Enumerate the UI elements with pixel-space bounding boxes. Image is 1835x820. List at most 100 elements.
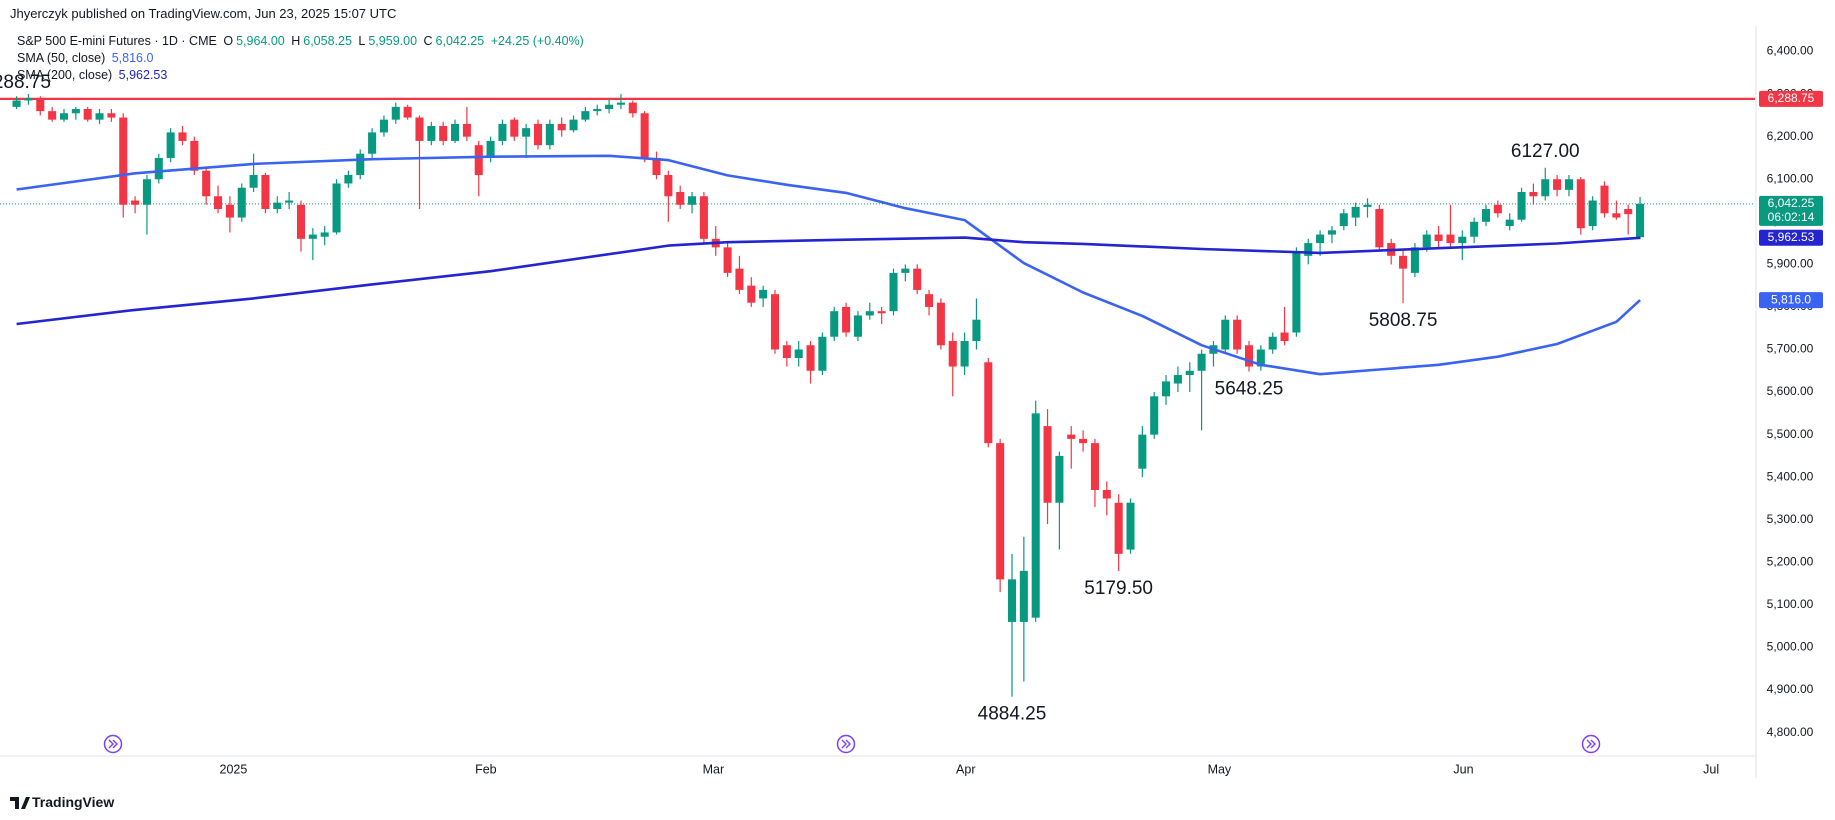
candle-body	[735, 268, 744, 290]
candle-body	[1446, 234, 1455, 244]
plot-area: 6288.75 6127.00 5808.75 5648.25 5179.50 4884.…	[0, 72, 1755, 725]
candle-body	[462, 123, 471, 137]
candle-body	[261, 174, 270, 210]
candle-body	[522, 128, 531, 137]
candle-body	[486, 140, 495, 158]
candle-body	[214, 196, 223, 210]
candle-body	[59, 113, 69, 120]
candle-body	[688, 196, 697, 205]
legend-ohlc: S&P 500 E-mini Futures · 1D · CME O 5,964…	[17, 34, 587, 48]
candle-body	[1268, 336, 1277, 350]
candle-body	[131, 200, 140, 205]
candle-body	[296, 204, 306, 239]
candle-body	[818, 336, 827, 371]
candle-body	[1529, 192, 1538, 197]
candle-body	[166, 132, 175, 158]
candle-body	[1576, 179, 1585, 229]
legend-name: SMA (50, close)	[17, 51, 106, 65]
y-tick-label: 4,800.00	[1767, 725, 1814, 739]
candle-body	[474, 145, 483, 175]
candle-body	[948, 340, 957, 367]
y-tick-label: 5,900.00	[1767, 257, 1814, 271]
candle-body	[747, 285, 756, 303]
candle-body	[237, 187, 246, 218]
candle-body	[178, 132, 187, 141]
candle-body	[699, 196, 708, 239]
candle-body	[368, 132, 377, 154]
candle-body	[379, 119, 388, 133]
x-tick-label: Feb	[475, 762, 497, 776]
candle-body	[1481, 209, 1491, 222]
candle-body	[1138, 434, 1147, 469]
x-tick-label: Jun	[1453, 762, 1473, 776]
candle-body	[119, 117, 128, 205]
candle-body	[865, 311, 874, 316]
legend-sma200: SMA (200, close) 5,962.53	[17, 68, 170, 82]
replay-icon[interactable]	[103, 734, 123, 754]
price-tag	[1759, 90, 1823, 107]
sma-line	[16, 236, 1641, 326]
candle-body	[1280, 332, 1289, 341]
candle-body	[925, 294, 934, 307]
candle-body	[830, 311, 839, 337]
candle-body	[770, 294, 780, 350]
candle-body	[1150, 396, 1159, 435]
candle-body	[439, 126, 448, 141]
candle-body	[285, 200, 294, 203]
price-annotation: 6288.75	[0, 72, 51, 93]
candle-body	[225, 204, 234, 218]
brand-logo	[10, 797, 30, 809]
candle-body	[142, 179, 151, 205]
candle-body	[664, 174, 673, 197]
candle-body	[95, 113, 104, 120]
candle-body	[1363, 204, 1372, 207]
y-tick-label: 5,600.00	[1767, 384, 1814, 398]
x-tick-label: Mar	[703, 762, 725, 776]
candle-body	[616, 102, 625, 105]
candle-body	[1564, 179, 1573, 190]
candle-body	[1304, 243, 1313, 256]
candle-body	[403, 106, 412, 118]
ohlc-key: L	[358, 34, 366, 48]
ohlc-value: 5,959.00	[368, 34, 418, 48]
candle-body	[48, 111, 57, 120]
candle-body	[1079, 438, 1088, 444]
candle-body	[1327, 230, 1336, 235]
candle-body	[1126, 502, 1135, 550]
candle-body	[1410, 247, 1419, 273]
candle-body	[1090, 443, 1099, 490]
candle-body	[1422, 234, 1431, 248]
candle-body	[842, 306, 851, 333]
price-annotation: 5808.75	[1369, 310, 1438, 331]
candle-body	[676, 192, 685, 205]
candle-body	[510, 119, 519, 137]
candle-body	[1505, 219, 1514, 227]
candle-body	[332, 183, 341, 233]
price-tag	[1759, 229, 1823, 246]
candle-body	[1588, 200, 1597, 227]
replay-icon[interactable]	[836, 734, 856, 754]
candle-body	[806, 345, 815, 371]
candle-body	[628, 102, 637, 114]
candle-body	[1019, 570, 1028, 622]
candle-body	[1043, 426, 1052, 503]
replay-icon[interactable]	[1581, 734, 1601, 754]
x-tick-label: 2025	[220, 762, 248, 776]
y-tick-label: 5,700.00	[1767, 342, 1814, 356]
price-tag	[1759, 195, 1823, 226]
candle-body	[451, 123, 460, 141]
price-tag-label: 5,816.0	[1771, 292, 1811, 306]
price-tag	[1759, 292, 1823, 309]
candle-body	[1399, 255, 1408, 269]
price-annotation: 4884.25	[978, 704, 1047, 725]
candle-body	[1316, 234, 1325, 244]
y-tick-label: 5,500.00	[1767, 427, 1814, 441]
price-annotation: 5179.50	[1084, 578, 1153, 599]
candle-body	[913, 268, 922, 290]
candle-body	[1470, 221, 1479, 237]
ohlc-key: C	[423, 34, 433, 48]
countdown-label: 06:02:14	[1768, 210, 1815, 224]
candle-body	[593, 109, 602, 112]
candle-body	[569, 119, 578, 131]
